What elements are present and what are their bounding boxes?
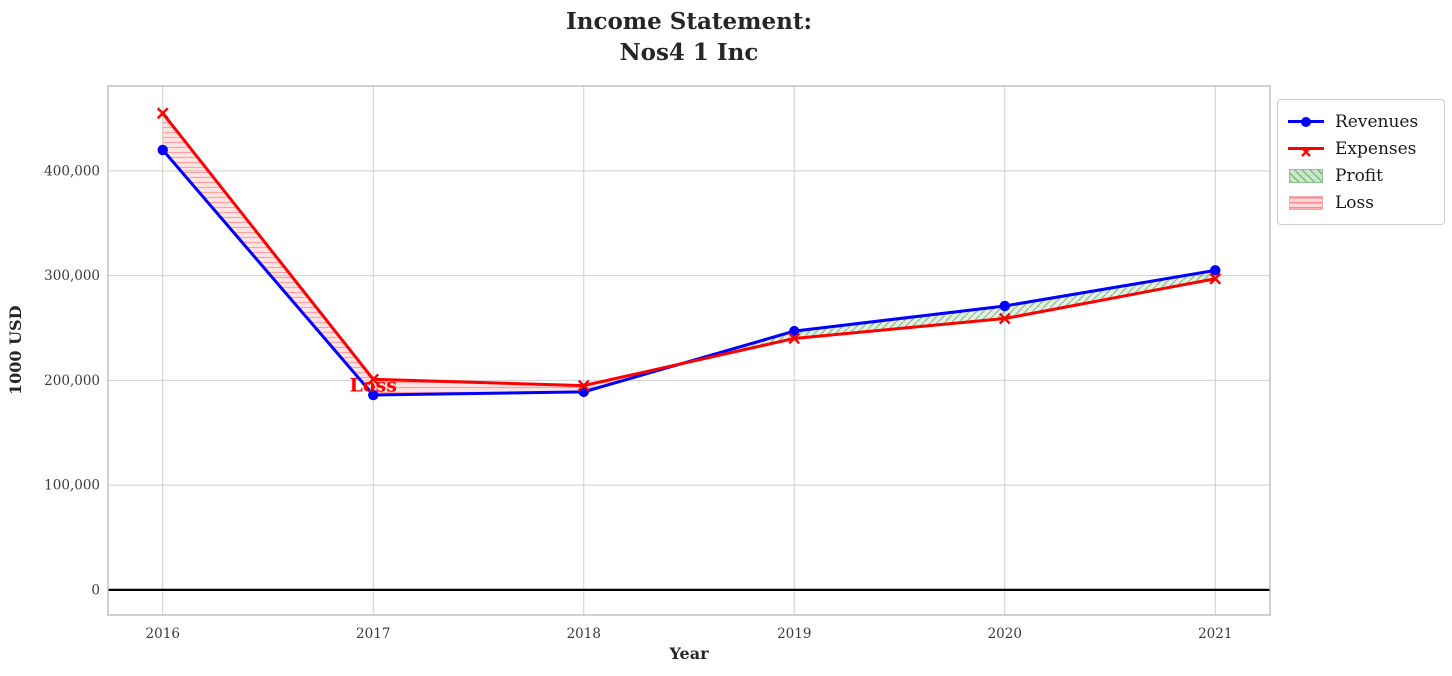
expenses-line-icon [1288,146,1324,151]
revenues-line-swatch [1288,116,1324,127]
profit-hatch-icon [1289,168,1323,183]
profit-fill-region [1004,270,1216,319]
legend-label-expenses: Expenses [1335,138,1417,159]
x-tick-label: 2019 [777,626,811,642]
profit-patch-swatch [1288,168,1324,183]
legend-item-profit: Profit [1288,162,1434,189]
y-tick-label: 0 [91,582,100,598]
legend-label-profit: Profit [1335,165,1383,186]
y-tick-label: 300,000 [44,268,100,284]
revenues-line [161,148,1216,397]
expense-point-marker [367,373,380,386]
legend: Revenues Expenses Profit Loss [1277,99,1445,225]
legend-item-loss: Loss [1288,189,1434,216]
expense-point-marker [998,312,1011,325]
chart-title-line2: Nos4 1 Inc [619,39,759,66]
x-marker-icon [1300,143,1312,162]
expense-point-marker [1209,272,1222,285]
legend-item-revenues: Revenues [1288,108,1434,135]
expense-point-marker [577,379,590,392]
x-tick-label: 2018 [567,626,601,642]
revenue-point-marker [157,144,168,156]
x-tick-label: 2017 [356,626,390,642]
y-axis-label: 1000 USD [6,305,25,396]
loss-hatch-icon [1289,195,1323,210]
y-tick-label: 100,000 [44,478,100,494]
y-tick-label: 400,000 [44,163,100,179]
loss-fill-region [373,379,584,396]
revenue-point-marker [789,325,800,337]
expenses-line-swatch [1288,146,1324,157]
loss-annotation: Loss [350,375,397,397]
chart-title-line1: Income Statement: [565,8,812,35]
x-tick-label: 2021 [1198,626,1232,642]
chart-title: Income Statement: Nos4 1 Inc [108,6,1270,68]
x-axis-label: Year [669,644,709,663]
expenses-line [161,112,1216,388]
revenue-point-marker [999,300,1010,312]
loss-patch-swatch [1288,195,1324,210]
legend-label-loss: Loss [1335,192,1374,213]
legend-label-revenues: Revenues [1335,111,1419,132]
plot-border [107,85,1271,616]
circle-marker-icon [1301,116,1311,127]
x-tick-label: 2020 [988,626,1022,642]
revenue-point-marker [368,389,379,401]
y-tick-label: 200,000 [44,373,100,389]
expense-point-marker [788,332,801,345]
profit-fill-region [794,305,1005,339]
x-tick-label: 2016 [146,626,180,642]
loss-fill-region [162,113,374,396]
expense-point-marker [156,107,169,120]
revenue-point-marker [1210,265,1221,276]
legend-item-expenses: Expenses [1288,135,1434,162]
